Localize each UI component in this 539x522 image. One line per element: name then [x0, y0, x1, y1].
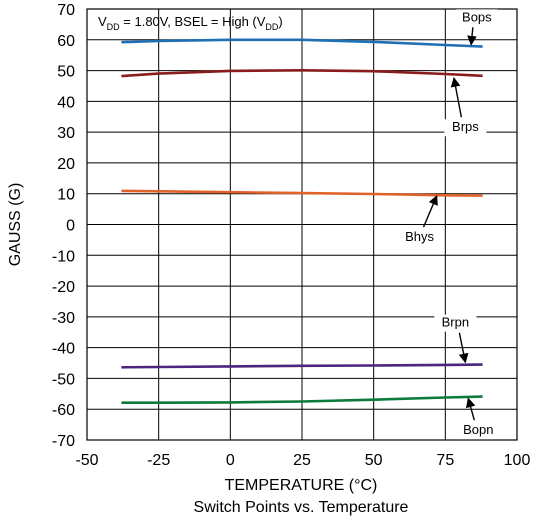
y-tick-label: 30: [57, 125, 75, 142]
annotation-label-bhys: Bhys: [405, 229, 434, 244]
y-tick-label: -40: [52, 341, 75, 358]
x-tick-label: 50: [365, 452, 383, 469]
annotation-backdrop: [434, 314, 477, 332]
annotation-backdrop: [444, 119, 487, 137]
annotation-arrow-brpn: [458, 332, 469, 364]
y-tick-label: -10: [52, 248, 75, 265]
y-tick-label: 50: [57, 64, 75, 81]
x-tick-label: -25: [147, 452, 170, 469]
y-tick-label: -50: [52, 371, 75, 388]
annotation-backdrop: [398, 229, 441, 247]
y-tick-label: -70: [52, 433, 75, 450]
y-tick-label: -20: [52, 279, 75, 296]
annotation-backdrop: [457, 422, 500, 440]
x-tick-label: 25: [293, 452, 311, 469]
chart-caption: Switch Points vs. Temperature: [194, 499, 409, 516]
x-tick-label: -50: [75, 452, 98, 469]
y-tick-label: 20: [57, 156, 75, 173]
x-tick-label: 100: [504, 452, 531, 469]
x-axis-label: TEMPERATURE (°C): [225, 477, 378, 494]
x-tick-label: 0: [226, 452, 235, 469]
y-tick-label: -30: [52, 310, 75, 327]
y-axis-label: GAUSS (G): [7, 183, 24, 267]
tick-labels: 706050403020100-10-20-30-40-50-60-70-50-…: [52, 2, 531, 469]
annotation-backdrop: [455, 9, 498, 27]
series-line-bopn: [121, 395, 483, 404]
y-tick-label: -60: [52, 402, 75, 419]
condition-label: VDD = 1.80V, BSEL = High (VDD): [98, 14, 283, 32]
series-layer: [121, 38, 483, 404]
annotation-arrow-brps: [450, 76, 463, 118]
annotation-label-bops: Bops: [462, 9, 492, 24]
y-tick-label: 60: [57, 33, 75, 50]
plot-frame: [86, 8, 518, 441]
series-line-brpn: [121, 363, 483, 369]
y-tick-label: 10: [57, 187, 75, 204]
annotation-label-brps: Brps: [452, 119, 479, 134]
annotation-label-bopn: Bopn: [463, 422, 493, 437]
series-line-bhys: [121, 189, 483, 197]
x-tick-label: 75: [436, 452, 454, 469]
annotation-arrow-bopn: [465, 397, 476, 421]
y-tick-label: 70: [57, 2, 75, 19]
series-annotations: Bops Brps Bhys Brpn Bopn: [398, 9, 500, 440]
y-tick-label: 40: [57, 94, 75, 111]
series-line-bops: [121, 38, 483, 48]
series-line-brps: [121, 68, 483, 78]
annotation-label-brpn: Brpn: [442, 315, 469, 330]
annotation-arrow-bops: [467, 27, 477, 46]
annotation-arrow-bhys: [422, 194, 438, 228]
y-tick-label: 0: [66, 218, 75, 235]
